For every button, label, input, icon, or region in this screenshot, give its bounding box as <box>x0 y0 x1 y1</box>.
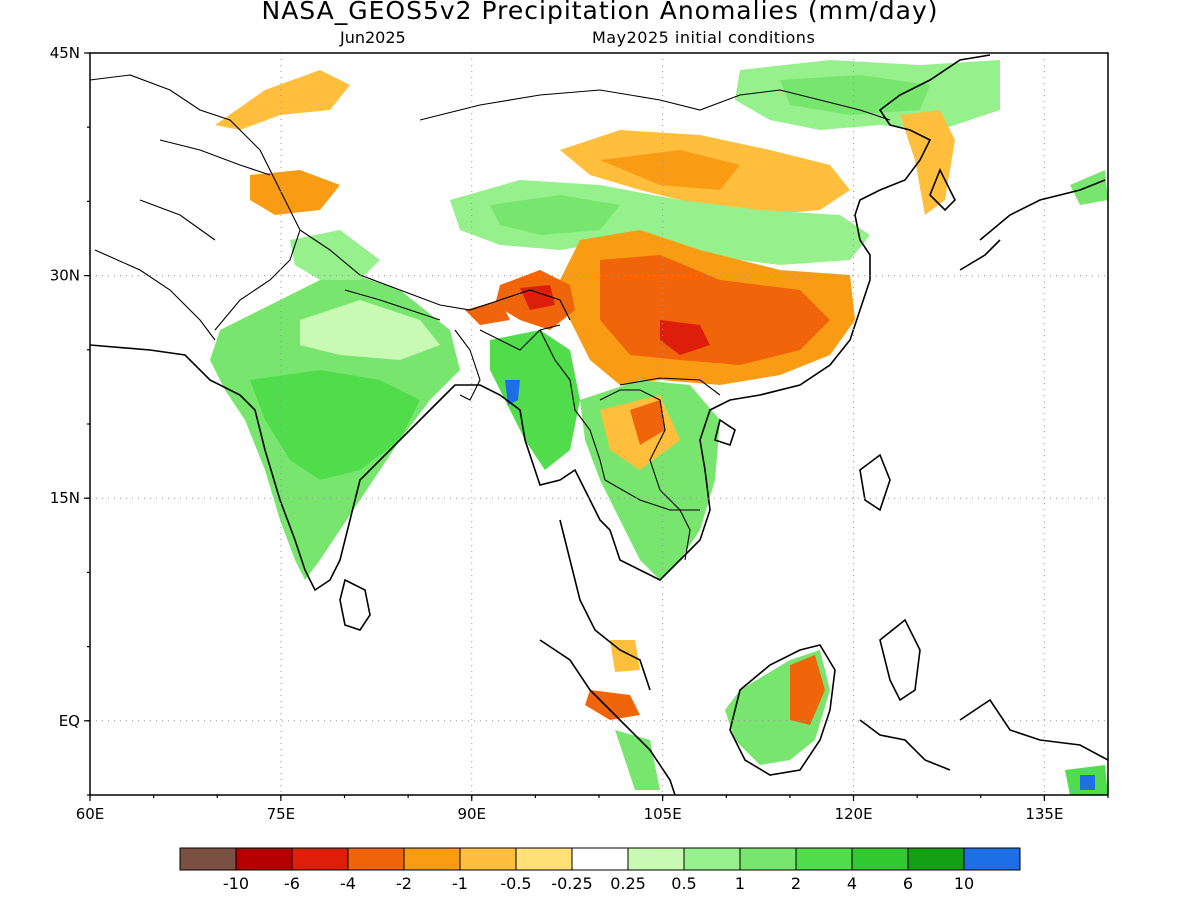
colorbar-label: -6 <box>284 874 300 893</box>
colorbar-swatch <box>571 847 629 871</box>
coastlines <box>90 54 1108 795</box>
lon-tick-label: 75E <box>267 805 296 823</box>
colorbar-swatch <box>627 847 685 871</box>
colorbar-label: 0.25 <box>610 874 646 893</box>
country-borders <box>90 74 891 561</box>
colorbar-swatch <box>459 847 517 871</box>
lon-tick-label: 90E <box>457 805 486 823</box>
colorbar-label: -1 <box>452 874 468 893</box>
colorbar: -10 -6 -4 -2 -1 -0.5 -0.25 0.25 0.5 1 2 4 6 10 <box>179 847 1021 893</box>
colorbar-swatch <box>851 847 909 871</box>
colorbar-swatch <box>179 847 237 871</box>
colorbar-label: -0.5 <box>500 874 531 893</box>
colorbar-label: 10 <box>954 874 974 893</box>
colorbar-label: 2 <box>791 874 801 893</box>
colorbar-swatch <box>515 847 573 871</box>
colorbar-swatch <box>291 847 349 871</box>
colorbar-label: 0.5 <box>671 874 696 893</box>
anomaly-region-myanmar <box>490 330 580 470</box>
lat-tick-label: EQ <box>59 712 80 730</box>
map-title: NASA_GEOS5v2 Precipitation Anomalies (mm… <box>261 0 939 25</box>
lat-tick-label: 45N <box>50 44 80 62</box>
colorbar-swatch <box>795 847 853 871</box>
colorbar-swatch <box>739 847 797 871</box>
colorbar-swatch <box>907 847 965 871</box>
colorbar-swatch <box>963 847 1021 871</box>
lon-tick-label: 120E <box>834 805 872 823</box>
lat-tick-label: 15N <box>50 489 80 507</box>
colorbar-label: 4 <box>847 874 857 893</box>
colorbar-swatch <box>683 847 741 871</box>
anomaly-fields <box>210 60 1108 795</box>
forecast-month: Jun2025 <box>340 28 406 47</box>
lon-tick-label: 105E <box>644 805 682 823</box>
colorbar-swatch <box>403 847 461 871</box>
lon-tick-label: 135E <box>1025 805 1063 823</box>
colorbar-swatch <box>235 847 293 871</box>
gridlines <box>90 53 1108 795</box>
axis-ticks <box>84 52 1109 801</box>
axis-labels: 60E 75E 90E 105E 120E 135E 45N 30N 15N EQ <box>50 44 1064 823</box>
initial-conditions: May2025 initial conditions <box>592 28 816 47</box>
colorbar-swatch <box>347 847 405 871</box>
lat-tick-label: 30N <box>50 267 80 285</box>
colorbar-label: -0.25 <box>551 874 592 893</box>
colorbar-label: -10 <box>223 874 249 893</box>
lon-tick-label: 60E <box>76 805 105 823</box>
colorbar-label: 6 <box>903 874 913 893</box>
colorbar-label: -4 <box>340 874 356 893</box>
colorbar-label: 1 <box>735 874 745 893</box>
colorbar-label: -2 <box>396 874 412 893</box>
